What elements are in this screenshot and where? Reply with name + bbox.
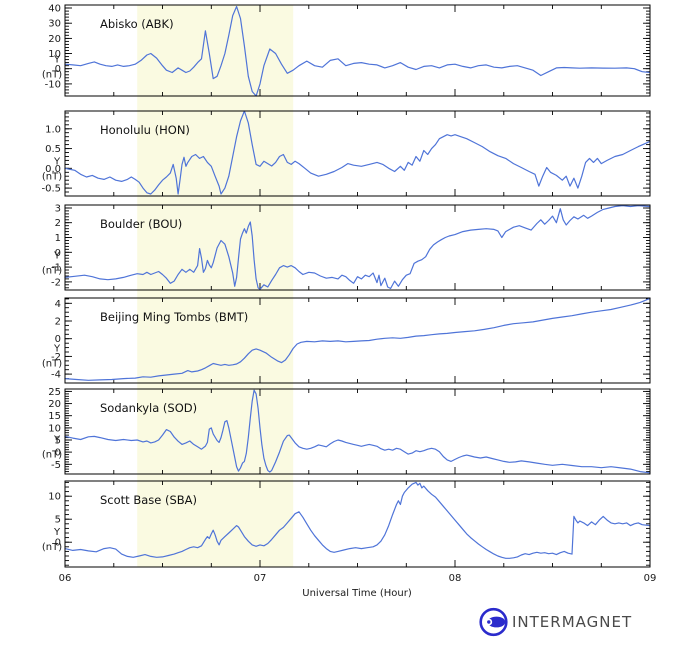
station-label-HON: Honolulu (HON) xyxy=(100,123,190,137)
y-tick-label: 20 xyxy=(48,34,61,45)
y-tick-label: 0 xyxy=(55,538,61,549)
y-tick-label: -4 xyxy=(51,370,61,381)
series-line-ABK xyxy=(64,5,651,97)
y-tick-label: 30 xyxy=(48,19,61,30)
y-axis-name: Y xyxy=(53,54,61,65)
panel-HON: 1.0 0.5 0.0 -0.5 Honolulu (HON) Y (nT) xyxy=(41,110,651,197)
series-line-HON xyxy=(64,110,651,195)
series-line-SBA xyxy=(64,481,651,559)
y-tick-label: 0.5 xyxy=(45,144,61,155)
y-tick-label: 1 xyxy=(55,233,61,244)
y-tick-label: 5 xyxy=(55,515,61,526)
station-label-SBA: Scott Base (SBA) xyxy=(100,493,197,507)
y-axis-unit: (nT) xyxy=(42,450,62,461)
station-label-ABK: Abisko (ABK) xyxy=(100,17,174,31)
y-tick-label: 2 xyxy=(55,317,61,328)
y-axis-unit: (nT) xyxy=(42,266,62,277)
y-tick-label: 0 xyxy=(55,64,61,75)
intermagnet-logo-text: INTERMAGNET xyxy=(512,613,632,631)
y-tick-label: -0.5 xyxy=(41,184,61,195)
y-axis-name: Y xyxy=(53,435,61,446)
x-tick-label: 06 xyxy=(59,573,72,584)
y-tick-label: 25 xyxy=(48,387,61,398)
y-tick-label: 5 xyxy=(55,436,61,447)
y-tick-label: 0.0 xyxy=(45,164,61,175)
y-axis-name: Y xyxy=(53,251,61,262)
y-axis-unit: (nT) xyxy=(42,542,62,553)
panel-BMT: 4 2 0 -2 -4 Beijing Ming Tombs (BMT) Y (nT) xyxy=(42,297,651,384)
panel-SBA: 10 5 0 Scott Base (SBA) Y (nT) xyxy=(42,480,651,568)
panel-ABK: 40 30 20 10 0 -10 Abisko (ABK) Y (nT) xyxy=(42,4,651,97)
highlight-band xyxy=(137,5,294,567)
y-tick-label: -10 xyxy=(45,79,61,90)
intermagnet-logo: INTERMAGNET xyxy=(479,607,632,637)
panel-BOU: 3 2 1 0 -1 -2 Boulder (BOU) Y (nT) xyxy=(42,204,651,291)
y-tick-label: -2 xyxy=(51,277,61,288)
y-tick-label: -1 xyxy=(51,263,61,274)
y-tick-label: 15 xyxy=(48,411,61,422)
series-line-BOU xyxy=(64,205,651,290)
y-axis-name: Y xyxy=(53,344,61,355)
series-line-SOD xyxy=(64,389,651,474)
panel-frame xyxy=(64,204,651,291)
y-tick-label: 10 xyxy=(48,492,61,503)
panel-frame xyxy=(64,297,651,384)
y-tick-label: -2 xyxy=(51,352,61,363)
y-tick-label: -5 xyxy=(51,460,61,471)
y-tick-label: 1.0 xyxy=(45,124,61,135)
y-axis-unit: (nT) xyxy=(42,359,62,370)
y-axis-unit: (nT) xyxy=(42,69,62,80)
y-tick-label: 10 xyxy=(48,423,61,434)
y-tick-label: 0 xyxy=(55,448,61,459)
y-axis-name: Y xyxy=(53,157,61,168)
panel-frame xyxy=(64,110,651,197)
panel-frame xyxy=(64,4,651,97)
y-tick-label: 20 xyxy=(48,399,61,410)
panel-frame xyxy=(64,480,651,568)
station-label-SOD: Sodankyla (SOD) xyxy=(100,401,197,415)
x-tick-label: 07 xyxy=(254,573,267,584)
station-label-BOU: Boulder (BOU) xyxy=(100,217,182,231)
y-tick-label: 10 xyxy=(48,49,61,60)
y-tick-label: 0 xyxy=(55,334,61,345)
x-tick-label: 09 xyxy=(644,573,657,584)
y-tick-label: 0 xyxy=(55,248,61,259)
y-tick-label: 4 xyxy=(55,299,61,310)
y-axis-unit: (nT) xyxy=(42,172,62,183)
series-line-BMT xyxy=(64,297,651,381)
station-label-BMT: Beijing Ming Tombs (BMT) xyxy=(100,310,248,324)
y-tick-label: 3 xyxy=(55,204,61,215)
x-axis-title: Universal Time (Hour) xyxy=(302,588,412,599)
y-axis-name: Y xyxy=(53,527,61,538)
panel-frame xyxy=(64,388,651,475)
x-tick-label: 08 xyxy=(449,573,462,584)
y-tick-label: 40 xyxy=(48,4,61,15)
intermagnet-logo-icon xyxy=(479,607,508,637)
y-tick-label: 2 xyxy=(55,218,61,229)
